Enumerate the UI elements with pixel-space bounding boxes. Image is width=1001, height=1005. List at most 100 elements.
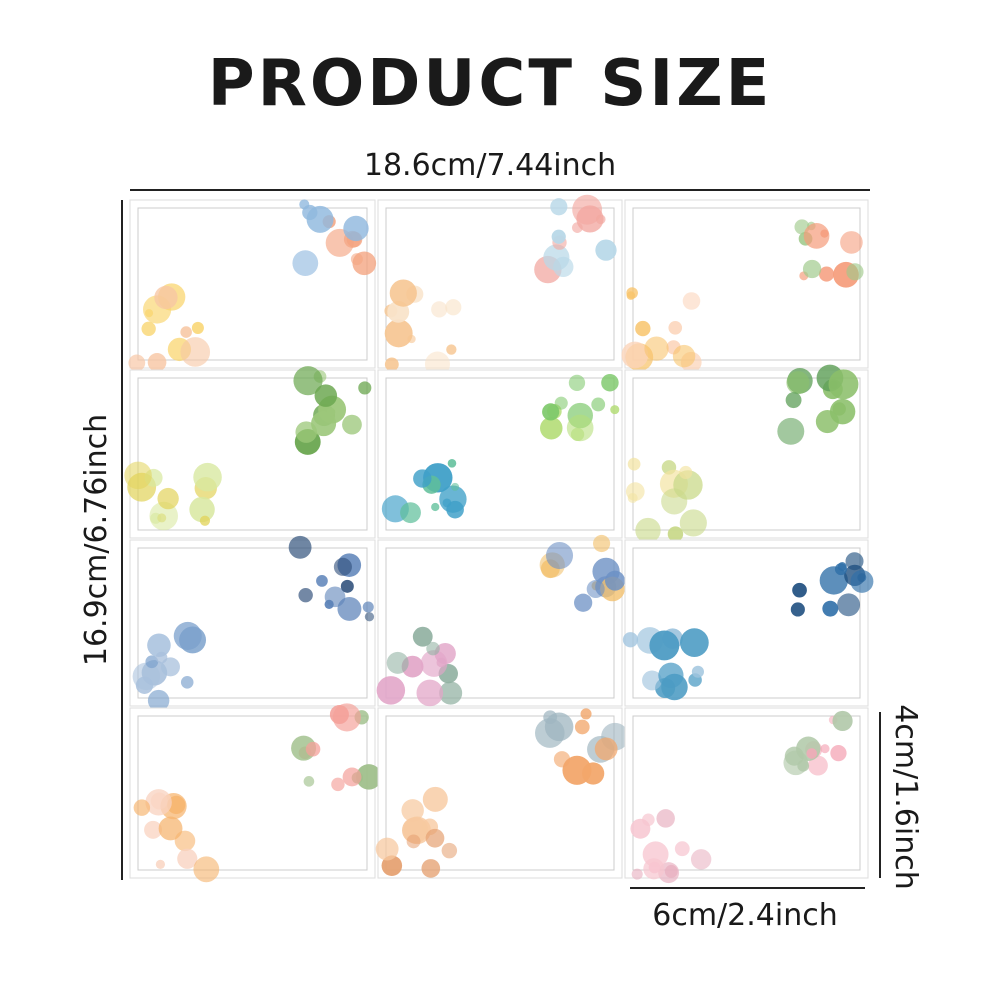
flower [431,502,440,512]
flower [807,755,828,776]
flower [158,816,183,841]
flower [389,279,417,307]
flower [199,515,211,526]
flower [582,762,605,785]
flower [358,381,372,395]
flower [580,708,592,720]
flower [292,250,319,277]
flower [837,593,861,617]
flower [568,374,586,392]
label-card [624,707,869,884]
card-frame [385,207,615,361]
flower [133,799,151,816]
flower [803,223,830,249]
flower [790,602,805,617]
flower [627,457,641,471]
flower [303,776,315,787]
flower [293,366,323,396]
flower [819,266,835,282]
flower [445,299,462,316]
label-card [128,199,377,372]
flower [540,416,563,440]
flower [191,321,204,334]
label-card [375,707,629,879]
flower [635,517,661,544]
flower [572,194,603,225]
flower [832,402,846,416]
card-bg [129,199,376,369]
flower [425,828,445,848]
flower [128,354,146,372]
flower [682,292,701,310]
flower [441,842,458,859]
flower [802,259,822,279]
flower [145,655,159,669]
flower [342,767,362,787]
flower [661,488,688,515]
flower [545,542,574,570]
flower [554,396,568,410]
flower [376,676,406,705]
flower [820,744,830,754]
flower [356,764,382,790]
flower [621,341,649,369]
flower [544,712,574,742]
flower [550,198,568,216]
flower [413,469,432,488]
height-label: 16.9cm/6.76inch [79,414,114,666]
card-frame [632,547,861,699]
flower [295,421,318,443]
flower [147,633,171,658]
flower [605,570,626,591]
card-frame [385,377,615,531]
flower [586,580,605,599]
flower [155,859,166,869]
flower [542,403,560,421]
flower [342,414,362,435]
flower [288,535,312,559]
card-frame [137,547,368,699]
flower [850,569,874,593]
flower [386,651,409,674]
flower [644,336,669,361]
flower [298,587,313,603]
label-width-label: 6cm/2.4inch [652,898,837,933]
flower [439,681,463,705]
flower [147,352,167,372]
flower [147,689,170,712]
label-card [376,534,626,707]
title: PRODUCT SIZE [208,47,773,121]
flower [400,502,421,524]
flower [601,373,619,392]
flower [155,651,168,664]
flower [324,599,334,609]
flower [384,357,399,372]
card-frame [632,377,861,531]
flower [574,593,593,612]
card-bg [624,199,869,369]
label-height-label: 4cm/1.6inch [888,704,923,889]
flower [375,837,399,861]
flower [648,861,661,874]
flower [828,369,859,400]
flower [446,344,457,355]
flower [416,679,444,707]
flower [193,462,222,492]
flower [551,229,566,244]
label-card [129,703,382,883]
flower [622,632,639,648]
flower [690,849,712,870]
flower [797,759,810,772]
card-frame [137,377,368,531]
label-card [377,194,623,377]
flower [840,231,863,254]
flower [193,856,220,883]
flower [362,601,374,613]
card-frame [137,207,368,361]
flower [635,320,651,337]
flower [786,371,810,395]
flower [431,301,448,318]
flower [642,670,662,691]
flower [574,719,590,735]
flower [672,344,696,368]
